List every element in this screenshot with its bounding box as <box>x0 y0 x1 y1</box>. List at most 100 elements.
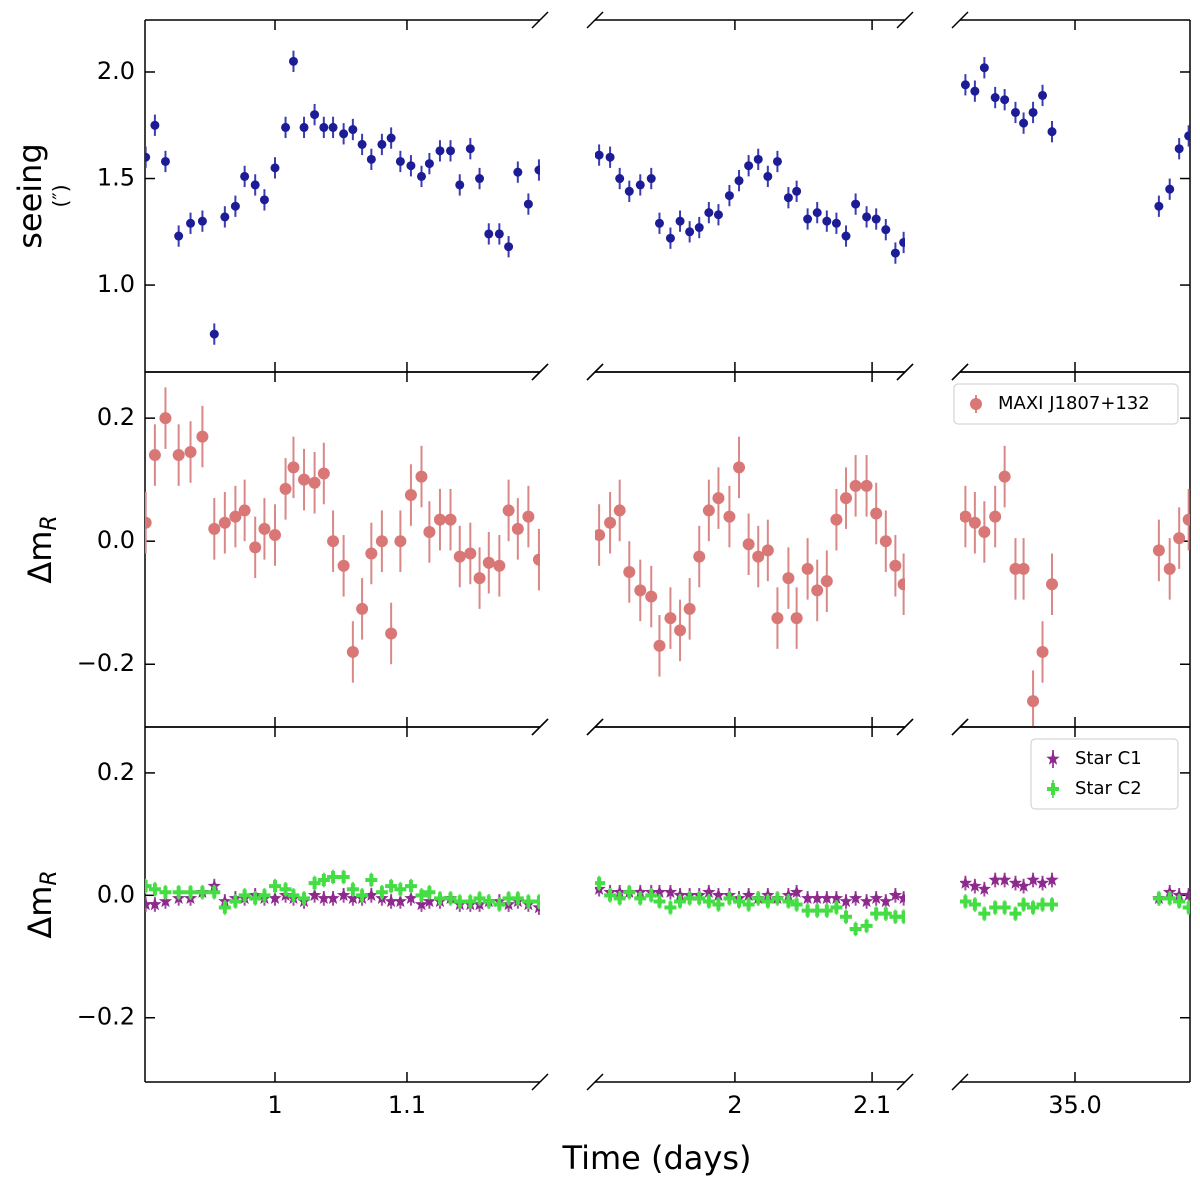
data-point <box>473 892 486 905</box>
data-point <box>960 510 972 523</box>
x-tick-label: 1 <box>267 1091 282 1119</box>
data-point <box>723 892 736 905</box>
data-point <box>1010 107 1020 117</box>
data-point <box>259 195 269 205</box>
data-point <box>159 412 172 425</box>
data-point <box>742 538 755 551</box>
data-point <box>238 889 251 902</box>
x-tick-label: 2 <box>727 1091 742 1119</box>
data-point <box>1154 201 1164 211</box>
data-point <box>150 120 160 130</box>
data-point <box>220 212 230 222</box>
data-point <box>1182 888 1190 901</box>
y-label-sub: R <box>37 870 62 885</box>
data-point <box>513 167 523 177</box>
data-point <box>849 479 862 492</box>
data-point <box>870 507 883 520</box>
data-point <box>298 892 311 905</box>
data-point <box>712 492 725 505</box>
data-point <box>328 122 338 132</box>
data-point <box>1184 131 1190 141</box>
data-point <box>771 892 784 905</box>
data-point <box>615 174 625 184</box>
data-point <box>326 891 340 904</box>
data-point <box>287 461 300 474</box>
data-point <box>532 553 540 566</box>
data-point <box>653 895 666 908</box>
data-point <box>712 898 725 911</box>
data-point <box>523 199 533 209</box>
y-tick-label: 0.0 <box>97 526 135 554</box>
data-point <box>744 161 754 171</box>
axis-break <box>531 718 549 736</box>
data-point <box>196 430 209 443</box>
data-point <box>653 639 666 652</box>
data-point <box>229 510 242 523</box>
data-point <box>196 886 209 899</box>
data-point <box>645 889 658 902</box>
data-point <box>831 218 841 228</box>
data-point <box>511 892 524 905</box>
y-label-sub: R <box>37 515 62 530</box>
data-point <box>693 892 706 905</box>
data-point <box>404 891 418 904</box>
data-point <box>174 231 184 241</box>
data-point <box>268 891 282 904</box>
data-point <box>209 329 219 339</box>
data-point <box>1036 645 1049 658</box>
legend-marker <box>970 398 982 410</box>
data-point <box>279 883 292 896</box>
axis-break <box>586 718 604 736</box>
data-point <box>897 910 905 923</box>
data-point <box>664 901 677 914</box>
data-point <box>406 161 416 171</box>
data-point <box>346 883 359 896</box>
data-point <box>960 895 972 908</box>
data-point <box>763 171 773 181</box>
data-point <box>674 895 687 908</box>
data-point <box>159 886 172 899</box>
data-point <box>733 461 746 474</box>
data-point <box>319 122 329 132</box>
data-point <box>1163 562 1176 575</box>
data-point <box>1027 901 1040 914</box>
data-point <box>820 904 833 917</box>
data-point <box>422 894 437 908</box>
data-point <box>208 522 221 535</box>
axis-break <box>896 363 914 381</box>
data-point <box>532 895 540 908</box>
data-point <box>317 891 331 904</box>
data-point <box>646 174 656 184</box>
y-tick-label: 0.2 <box>97 403 135 431</box>
data-point <box>790 612 803 625</box>
data-point <box>365 874 378 887</box>
data-point <box>230 201 240 211</box>
data-point <box>453 550 466 563</box>
data-point <box>465 144 475 154</box>
data-point <box>1163 892 1176 905</box>
data-point <box>172 449 185 462</box>
y-label-text: seeing <box>11 143 49 249</box>
data-point <box>849 922 862 935</box>
data-point <box>145 880 152 893</box>
data-point <box>218 516 231 529</box>
data-point <box>960 80 970 90</box>
data-point <box>702 885 716 898</box>
data-point <box>327 535 340 548</box>
data-point <box>693 550 706 563</box>
data-point <box>404 880 417 893</box>
data-point <box>860 479 873 492</box>
y-axis-label: ΔmR <box>21 870 62 938</box>
x-axis-label: Time (days) <box>562 1139 752 1177</box>
data-point <box>624 186 634 196</box>
data-point <box>998 470 1011 483</box>
data-point <box>702 895 715 908</box>
data-point <box>978 907 991 920</box>
data-point <box>968 898 981 911</box>
axis-break <box>586 11 604 29</box>
y-label-text: Δm <box>21 531 59 584</box>
data-point <box>249 892 262 905</box>
data-point <box>1152 544 1165 557</box>
data-point <box>988 873 1002 886</box>
